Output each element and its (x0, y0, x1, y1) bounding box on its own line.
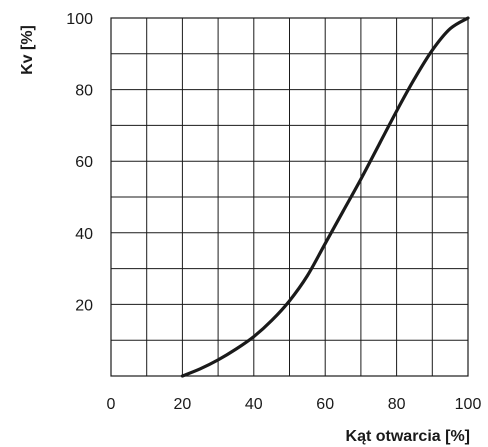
y-axis-label: Kv [%] (19, 25, 36, 75)
x-tick-label: 20 (174, 396, 192, 413)
x-tick-label: 80 (388, 396, 406, 413)
y-tick-label: 100 (66, 11, 93, 28)
x-tick-label: 100 (455, 396, 482, 413)
y-tick-label: 60 (75, 154, 93, 171)
plot-frame (110, 17, 469, 377)
y-tick-label: 80 (75, 83, 93, 100)
x-axis-label: Kąt otwarcia [%] (346, 428, 470, 445)
series-layer (180, 16, 470, 378)
y-axis-ticks: 20 40 60 80 100 (66, 11, 93, 314)
x-tick-label: 40 (245, 396, 263, 413)
y-tick-label: 40 (75, 226, 93, 243)
x-axis-ticks: 0 20 40 60 80 100 (107, 396, 482, 413)
x-tick-label: 60 (316, 396, 334, 413)
x-tick-label: 0 (107, 396, 116, 413)
y-tick-label: 20 (75, 297, 93, 314)
grid (111, 18, 468, 376)
series-line (180, 16, 470, 378)
